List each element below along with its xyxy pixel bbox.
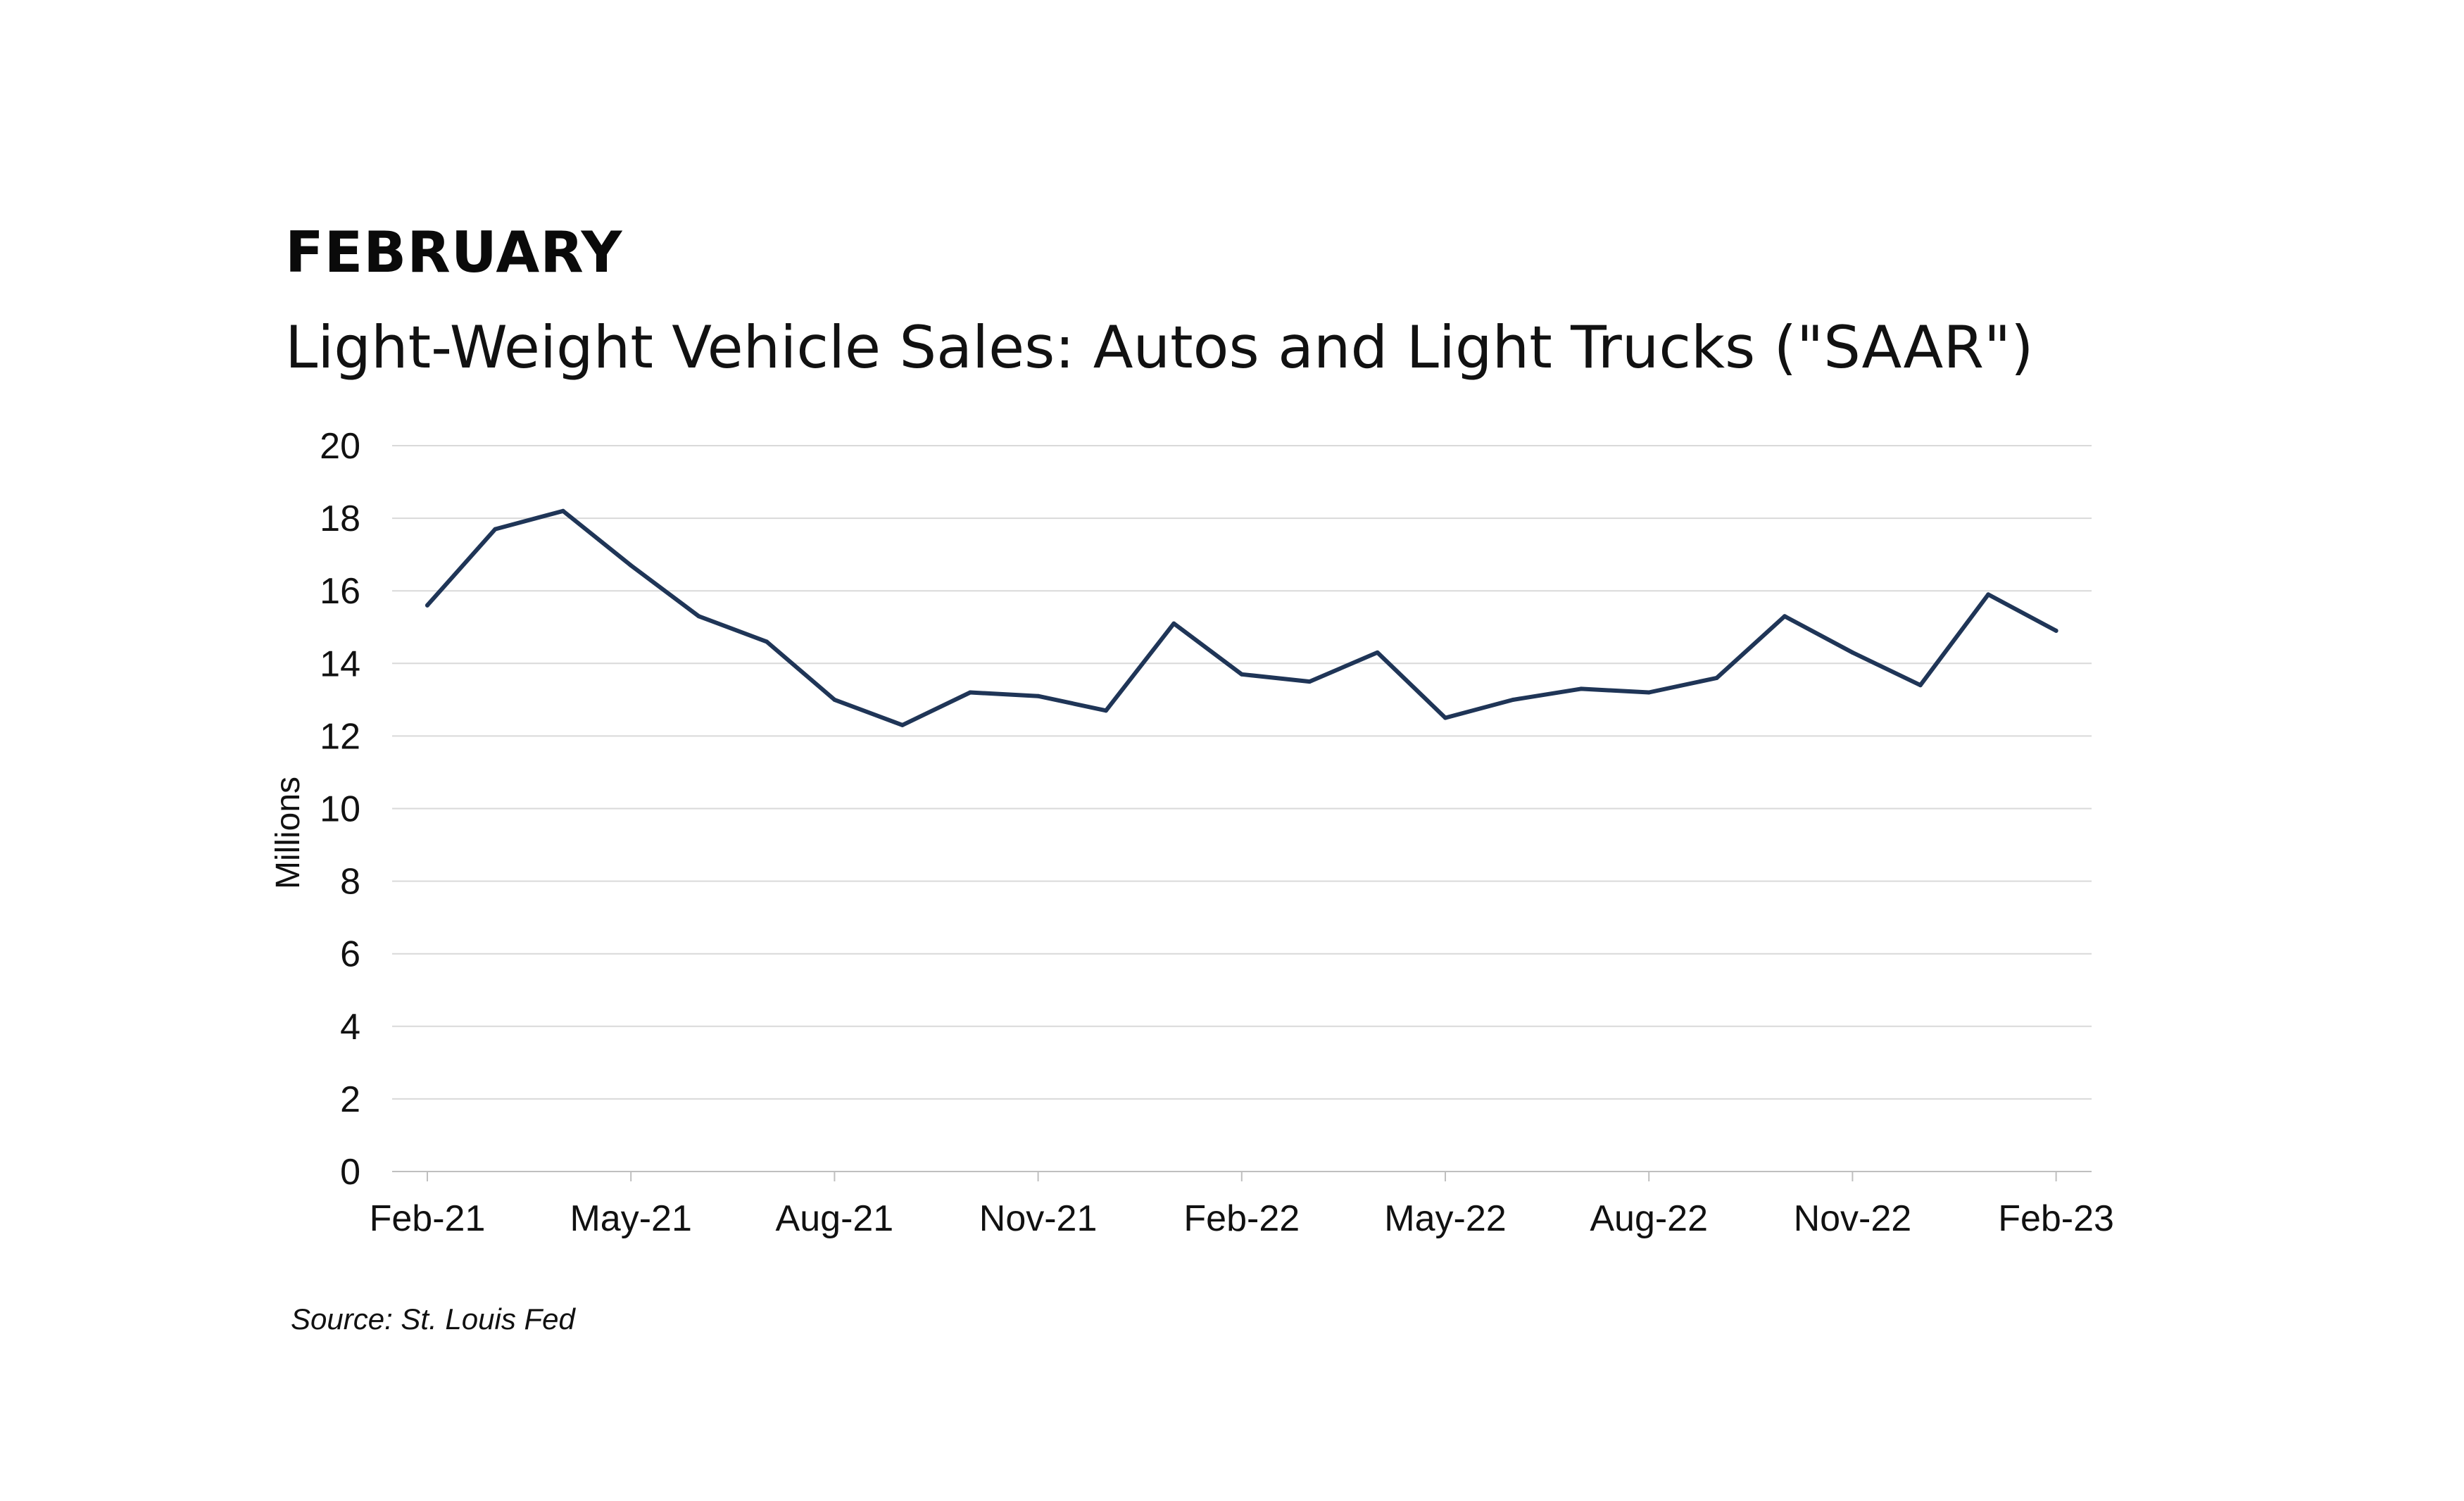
data-point — [832, 697, 837, 702]
y-tick-label: 18 — [320, 498, 360, 539]
x-tick-label: Feb-23 — [1998, 1198, 2114, 1239]
data-point — [1918, 683, 1923, 688]
y-tick-label: 10 — [320, 789, 360, 830]
y-tick-label: 4 — [340, 1007, 360, 1048]
y-tick-label: 14 — [320, 643, 360, 684]
data-point — [629, 563, 634, 568]
series-layer — [425, 508, 2058, 727]
chart-title: Light-Weight Vehicle Sales: Autos and Li… — [285, 313, 2034, 382]
data-point — [1104, 708, 1108, 713]
data-point — [900, 722, 905, 727]
data-point — [1171, 621, 1176, 626]
x-tick-label: Feb-21 — [370, 1198, 486, 1239]
data-point — [1850, 650, 1855, 655]
data-point — [1511, 697, 1516, 702]
data-point — [1647, 690, 1652, 695]
x-tick-label: Feb-22 — [1183, 1198, 1300, 1239]
x-tick-label: Nov-21 — [979, 1198, 1098, 1239]
x-tick-label: May-22 — [1384, 1198, 1506, 1239]
data-point — [560, 508, 565, 513]
y-axis-title: Millions — [270, 777, 307, 889]
y-tick-label: 16 — [320, 571, 360, 612]
y-tick-label: 0 — [340, 1152, 360, 1193]
y-tick-label: 2 — [340, 1079, 360, 1120]
x-tick-label: Nov-22 — [1794, 1198, 1912, 1239]
data-point — [425, 603, 429, 608]
data-point — [2054, 628, 2058, 633]
data-point — [1783, 614, 1787, 619]
source-note: Source: St. Louis Fed — [291, 1302, 575, 1336]
series-line — [425, 508, 2058, 727]
data-point — [1443, 715, 1447, 720]
data-point — [1986, 592, 1991, 597]
data-point — [765, 639, 769, 644]
x-tick-label: May-21 — [570, 1198, 691, 1239]
y-tick-label: 20 — [320, 426, 360, 467]
data-point — [968, 690, 973, 695]
data-point — [1307, 679, 1312, 684]
y-axis-ticks: 0 2 4 6 8 10 12 14 16 18 20 — [320, 426, 360, 1193]
data-point — [493, 527, 498, 532]
page-heading: FEBRUARY — [285, 220, 623, 285]
x-tick-label: Aug-21 — [776, 1198, 894, 1239]
data-point — [1239, 672, 1244, 677]
y-tick-label: 12 — [320, 716, 360, 757]
data-point — [696, 614, 701, 619]
gridlines — [392, 445, 2092, 1100]
y-tick-label: 6 — [340, 934, 360, 975]
data-point — [1578, 686, 1583, 691]
data-point — [1375, 650, 1380, 655]
data-point — [1714, 675, 1719, 680]
x-tick-label: Aug-22 — [1590, 1198, 1708, 1239]
y-tick-label: 8 — [340, 862, 360, 903]
data-point — [1036, 693, 1041, 698]
x-axis: Feb-21 May-21 Aug-21 Nov-21 Feb-22 May-22 Aug-… — [370, 1171, 2114, 1239]
